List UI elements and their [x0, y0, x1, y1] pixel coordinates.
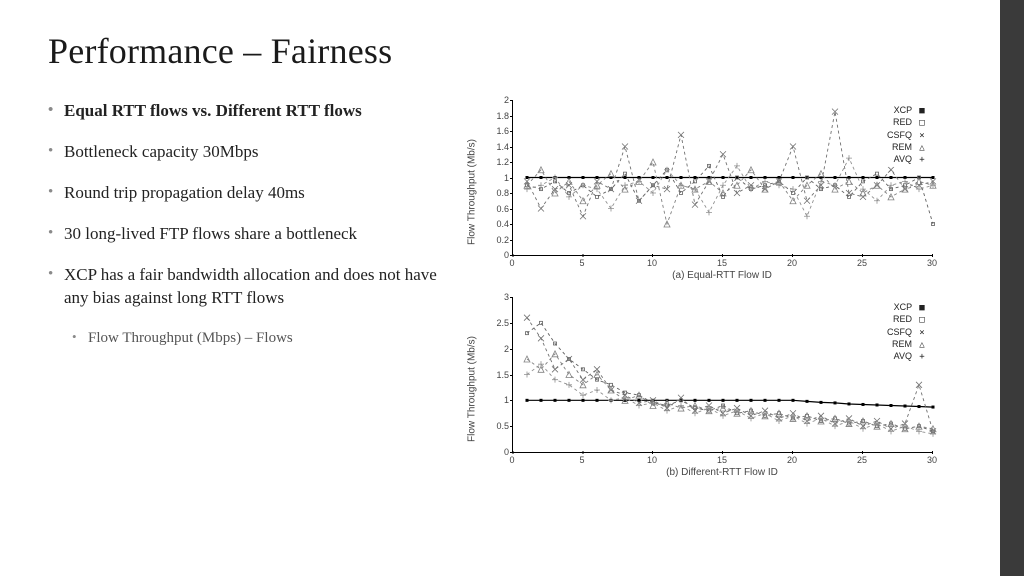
ticks-y: 00.20.40.60.811.21.41.61.82 — [483, 100, 509, 255]
legend-item: XCP ■ — [887, 105, 927, 117]
plot-area: 00.511.522.53XCP ■RED □CSFQ ×REM △AVQ + — [512, 297, 933, 453]
data-series-xcp — [526, 399, 935, 409]
legend-item: XCP ■ — [887, 302, 927, 314]
sub-bullet-item: Flow Throughput (Mbps) – Flows — [48, 328, 464, 348]
plot-svg — [513, 100, 933, 255]
axis-label-x: (a) Equal-RTT Flow ID — [512, 270, 932, 281]
chart-legend: XCP ■RED □CSFQ ×REM △AVQ + — [885, 104, 929, 167]
chart-equal-rtt: Flow Throughput (Mb/s)00.20.40.60.811.21… — [478, 100, 938, 283]
text-column: Equal RTT flows vs. Different RTT flows … — [48, 100, 478, 348]
bullet-list: Equal RTT flows vs. Different RTT flows … — [48, 100, 464, 348]
data-series-csfq — [524, 315, 936, 435]
plot-area: 00.20.40.60.811.21.41.61.82XCP ■RED □CSF… — [512, 100, 933, 256]
sidebar-strip — [1000, 0, 1024, 576]
charts-column: Flow Throughput (Mb/s)00.20.40.60.811.21… — [478, 100, 958, 480]
legend-item: CSFQ × — [887, 130, 927, 142]
legend-item: RED □ — [887, 117, 927, 129]
ticks-y: 00.511.522.53 — [483, 297, 509, 452]
bullet-item: Bottleneck capacity 30Mbps — [48, 141, 464, 164]
legend-item: REM △ — [887, 339, 927, 351]
ticks-x: 051015202530 — [512, 453, 932, 465]
legend-item: CSFQ × — [887, 327, 927, 339]
data-series-xcp — [526, 176, 935, 179]
axis-label-y: Flow Throughput (Mb/s) — [467, 139, 478, 245]
legend-item: REM △ — [887, 142, 927, 154]
data-series-rem — [524, 159, 936, 227]
bullet-item: Round trip propagation delay 40ms — [48, 182, 464, 205]
axis-label-x: (b) Different-RTT Flow ID — [512, 467, 932, 478]
slide: Performance – Fairness Equal RTT flows v… — [0, 0, 1000, 576]
slide-title: Performance – Fairness — [48, 30, 980, 72]
bullet-item: Equal RTT flows vs. Different RTT flows — [48, 100, 464, 123]
data-series-rem — [524, 351, 936, 432]
plot-svg — [513, 297, 933, 452]
ticks-x: 051015202530 — [512, 256, 932, 268]
legend-item: RED □ — [887, 314, 927, 326]
chart-different-rtt: Flow Throughput (Mb/s)00.511.522.53XCP ■… — [478, 297, 938, 480]
legend-item: AVQ + — [887, 154, 927, 166]
axis-label-y: Flow Throughput (Mb/s) — [467, 336, 478, 442]
slide-columns: Equal RTT flows vs. Different RTT flows … — [48, 100, 980, 480]
data-series-red — [526, 321, 935, 432]
bullet-item: XCP has a fair bandwidth allocation and … — [48, 264, 464, 310]
legend-item: AVQ + — [887, 351, 927, 363]
chart-legend: XCP ■RED □CSFQ ×REM △AVQ + — [885, 301, 929, 364]
bullet-item: 30 long-lived FTP flows share a bottlene… — [48, 223, 464, 246]
data-series-red — [526, 164, 935, 225]
